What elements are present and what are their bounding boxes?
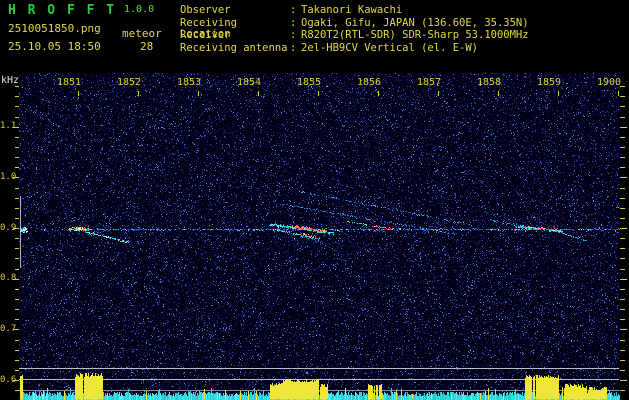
- info-colon: :: [290, 29, 297, 41]
- time-label-1855: 1855: [296, 77, 322, 88]
- info-value: Takanori Kawachi: [301, 4, 403, 16]
- info-label: Observer: [180, 4, 231, 16]
- info-row-antenna: Receiving antenna:2el-HB9CV Vertical (el…: [180, 41, 479, 54]
- freq-label-1.1: 1.1: [0, 121, 17, 131]
- freq-label-0.7: 0.7: [0, 324, 17, 334]
- info-row-observer: Observer: Takanori Kawachi: [180, 5, 402, 16]
- freq-label-0.6: 0.6: [0, 375, 17, 385]
- info-label: Receiving Location: [180, 16, 237, 40]
- info-colon: :: [290, 16, 297, 29]
- time-label-1853: 1853: [176, 77, 202, 88]
- time-label-1900: 1900: [596, 77, 622, 88]
- info-value: Ogaki, Gifu, JAPAN (136.60E, 35.35N): [301, 16, 529, 29]
- time-label-1851: 1851: [56, 77, 82, 88]
- time-label-1857: 1857: [416, 77, 442, 88]
- info-colon: :: [290, 4, 297, 16]
- time-label-1856: 1856: [356, 77, 382, 88]
- observation-datetime: 25.10.05 18:50: [8, 40, 101, 53]
- info-row-receiver: Receiver: R820T2(RTL-SDR) SDR-Sharp 53.10…: [180, 30, 529, 41]
- output-filename: 2510051850.png: [8, 22, 101, 35]
- echo-count: 28: [140, 40, 154, 53]
- app-title: H R O F F T: [8, 3, 117, 18]
- freq-label-0.9: 0.9: [0, 223, 17, 233]
- app-version: 1.0.0: [124, 4, 155, 15]
- freq-label-1.0: 1.0: [0, 172, 17, 182]
- info-value: R820T2(RTL-SDR) SDR-Sharp 53.1000MHz: [301, 29, 529, 41]
- info-label: Receiver: [180, 29, 231, 41]
- info-label: Receiving antenna: [180, 41, 288, 54]
- freq-label-0.8: 0.8: [0, 273, 17, 283]
- info-row-location: Receiving Location: Ogaki, Gifu, JAPAN (1…: [180, 16, 529, 40]
- time-label-1854: 1854: [236, 77, 262, 88]
- info-colon: :: [290, 41, 297, 54]
- info-value: 2el-HB9CV Vertical (el. E-W): [301, 41, 479, 54]
- time-label-1858: 1858: [476, 77, 502, 88]
- observation-mode: meteor: [122, 27, 162, 40]
- time-label-1852: 1852: [116, 77, 142, 88]
- time-label-1859: 1859: [536, 77, 562, 88]
- frequency-axis-unit: kHz: [1, 75, 20, 86]
